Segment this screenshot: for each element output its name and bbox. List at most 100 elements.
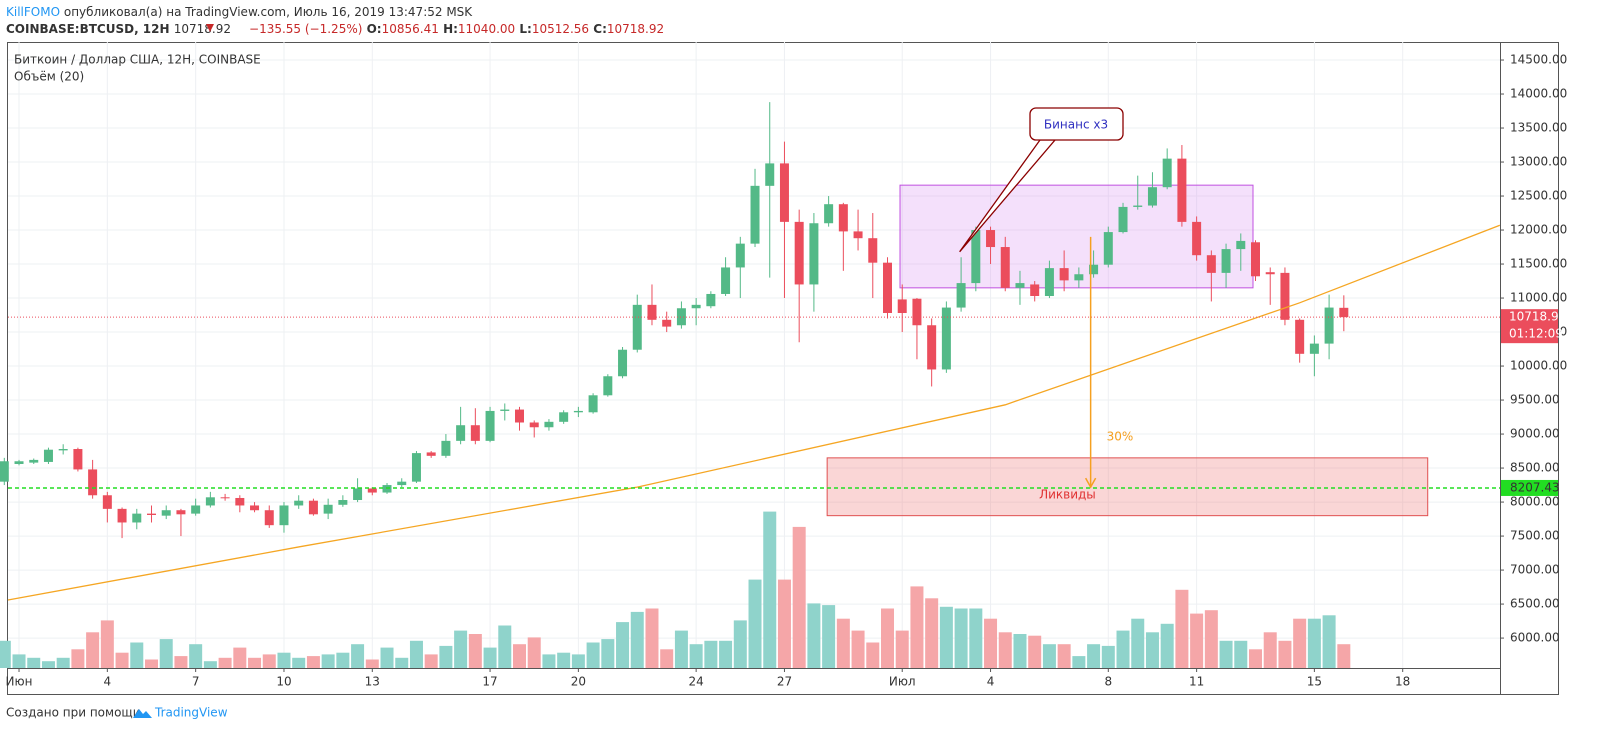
y-tick-label: 11500.00 [1510,257,1567,271]
candle-body [618,349,628,377]
candle-body [117,508,127,523]
x-tick-label: 4 [987,675,995,689]
volume-bar [71,649,85,668]
frame [7,42,1559,695]
candle-body [868,238,878,263]
candle-body [1251,242,1260,277]
c-label: C: [593,22,607,36]
volume-bar [86,632,100,668]
candle-body [1295,319,1305,354]
price: 10718.92 [174,22,231,36]
candle-body [559,412,569,422]
candle-body [676,308,686,326]
volume-bar [616,622,630,668]
y-tick-label: 14000.00 [1510,87,1567,101]
volume-bar [836,618,850,668]
candle-body [1133,205,1143,207]
candle-body [706,293,716,307]
volume-bar [748,579,762,668]
candle-body [1059,268,1069,281]
candle-body [1000,247,1010,288]
candle-body [1118,206,1128,233]
volume-bar [704,640,718,668]
x-tick-label: 10 [276,675,291,689]
callout-box [1029,107,1124,141]
candle-body [897,299,907,314]
tv-logo [133,709,152,718]
candle-body [367,488,377,493]
candle-body [102,495,112,509]
candle-body [647,304,657,320]
volume-bar [1204,610,1218,668]
volume-bar [306,656,320,668]
candle-body [853,231,863,239]
published: опубликовал(а) на TradingView.com, Июль … [64,5,473,19]
volume-bar [454,630,468,668]
zone-label: Ликвиды [1039,487,1096,501]
candle-body [308,500,318,515]
volume-bar [513,644,526,668]
x-tick-label: Июн [6,675,33,689]
candle-body [632,304,642,350]
candle-body [809,223,819,285]
down-arrow-icon [206,24,214,32]
volume-bar [601,639,615,668]
volume-bar [1175,589,1189,668]
x-tick-label: 17 [482,675,497,689]
volume-bar [527,637,541,668]
x-tick-label: 15 [1307,675,1322,689]
h: 11040.00 [458,22,515,36]
candle-body [14,461,24,464]
candle-body [1147,187,1157,206]
volume-bar [336,652,350,668]
volume-bar [145,659,158,668]
chart-title: Биткоин / Доллар США, 12H, COINBASE [14,53,261,67]
candle-body [1089,264,1099,275]
volume-bar [1293,618,1307,668]
x-tick-label: 8 [1104,675,1112,689]
volume-bar [233,647,247,668]
plot: Ликвиды 30% Бинанс x3 [0,42,1501,668]
candle-body [132,513,142,523]
symbol-line: COINBASE:BTCUSD, 12H 10718.92 −135.55 (−1… [6,22,664,36]
candle-body [500,409,510,411]
change: −135.55 (−1.25%) [249,22,362,36]
candle-body [941,307,951,370]
candle-body [838,204,848,232]
candle-body [426,452,436,456]
volume-bar [984,618,998,668]
author[interactable]: KillFOMO [6,5,60,19]
candle-body [1221,249,1231,273]
y-tick-label: 7500.00 [1510,529,1560,543]
candle-body [279,505,289,526]
y-tick-label: 12000.00 [1510,223,1567,237]
candle-body [1339,307,1349,318]
y-tick-label: 9000.00 [1510,427,1560,441]
trendline [7,224,1501,601]
volume-bar [719,640,733,668]
y-tick-label: 12500.00 [1510,189,1567,203]
volume-bar [159,639,173,668]
candle-body [1074,274,1084,281]
candle-body [603,376,613,396]
volume-bar [939,606,953,668]
h-label: H: [443,22,458,36]
volume-bar [630,611,644,668]
y-tick-label: 6000.00 [1510,631,1560,645]
volume-bar [365,659,379,668]
footer-brand[interactable]: TradingView [154,706,228,720]
volume-bar [1249,649,1262,668]
candle-body [235,497,245,506]
candle-body [986,230,996,248]
volume-bar [424,654,438,668]
volume-bar [763,511,777,668]
volume-bar [380,647,394,668]
volume-bar [1190,613,1204,668]
volume-bar [292,657,306,668]
volume-bar [777,579,791,668]
volume-bar [969,608,983,668]
volume-bar [277,652,291,668]
volume-bar [115,652,129,668]
candle-body [441,440,451,456]
